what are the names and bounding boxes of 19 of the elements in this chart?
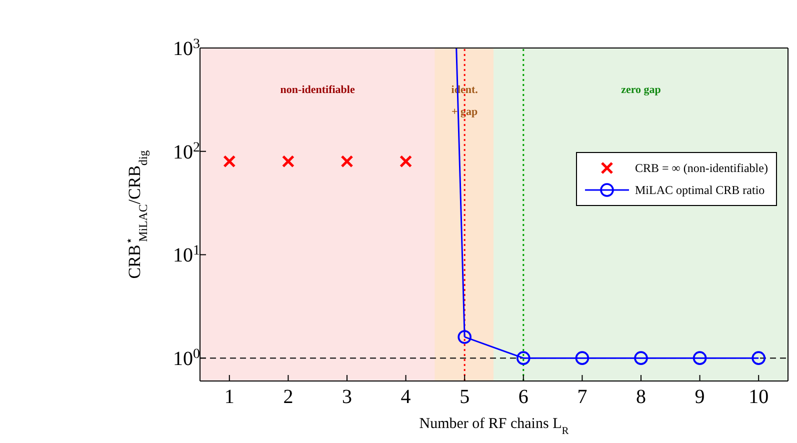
x-tick-label: 5 <box>460 386 470 408</box>
legend-label: CRB = ∞ (non-identifiable) <box>635 160 768 176</box>
x-tick-label: 9 <box>694 386 705 408</box>
y-tick-label: 10$^{2}$ <box>173 140 200 164</box>
y-tick-label: 10$^{1}$ <box>173 243 200 267</box>
x-tick-label: 1 <box>224 386 234 408</box>
band-label: zero gap <box>621 84 661 96</box>
legend-label: MiLAC optimal CRB ratio <box>635 182 765 198</box>
x-tick-label: 2 <box>283 386 294 408</box>
x-tick-label: 3 <box>342 386 352 408</box>
x-tick-label: 4 <box>400 386 411 408</box>
band-label: non-identifiable <box>280 84 355 96</box>
y-tick-label: 10$^{3}$ <box>173 36 200 60</box>
x-axis-title: Number of RF chains L$_{R}$ <box>419 416 569 436</box>
x-tick-label: 7 <box>577 386 588 408</box>
y-tick-label: 10$^{0}$ <box>173 346 200 370</box>
x-tick-label: 8 <box>636 386 646 408</box>
x-tick-label: 10 <box>748 386 769 408</box>
x-tick-label: 6 <box>518 386 528 408</box>
